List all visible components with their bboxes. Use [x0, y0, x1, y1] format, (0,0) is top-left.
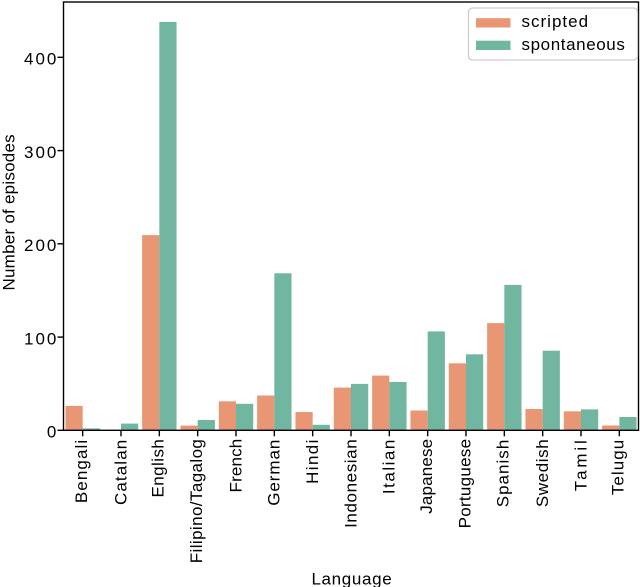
svg-text:Spanish: Spanish — [494, 439, 513, 508]
svg-text:Bengali: Bengali — [72, 439, 91, 503]
svg-text:300: 300 — [24, 143, 58, 162]
svg-text:Tamil: Tamil — [571, 437, 590, 491]
svg-text:Portuguese: Portuguese — [455, 439, 474, 529]
svg-text:200: 200 — [24, 236, 58, 255]
svg-text:German: German — [265, 439, 284, 506]
svg-text:Language: Language — [311, 570, 392, 587]
svg-text:French: French — [226, 439, 245, 493]
svg-text:Hindi: Hindi — [303, 438, 322, 484]
svg-text:Catalan: Catalan — [111, 439, 130, 505]
svg-text:Indonesian: Indonesian — [341, 439, 360, 528]
svg-text:100: 100 — [24, 329, 58, 348]
svg-text:Number of episodes: Number of episodes — [0, 134, 19, 290]
svg-text:Italian: Italian — [380, 438, 399, 494]
svg-text:400: 400 — [24, 50, 58, 69]
svg-text:English: English — [149, 439, 168, 498]
svg-text:Telugu: Telugu — [609, 439, 628, 495]
svg-text:Japanese: Japanese — [417, 439, 436, 514]
svg-text:Filipino/Tagalog: Filipino/Tagalog — [187, 439, 206, 564]
svg-text:Swedish: Swedish — [533, 439, 552, 507]
svg-text:scripted: scripted — [522, 12, 590, 31]
svg-text:spontaneous: spontaneous — [522, 35, 626, 54]
svg-text:0: 0 — [47, 423, 58, 442]
